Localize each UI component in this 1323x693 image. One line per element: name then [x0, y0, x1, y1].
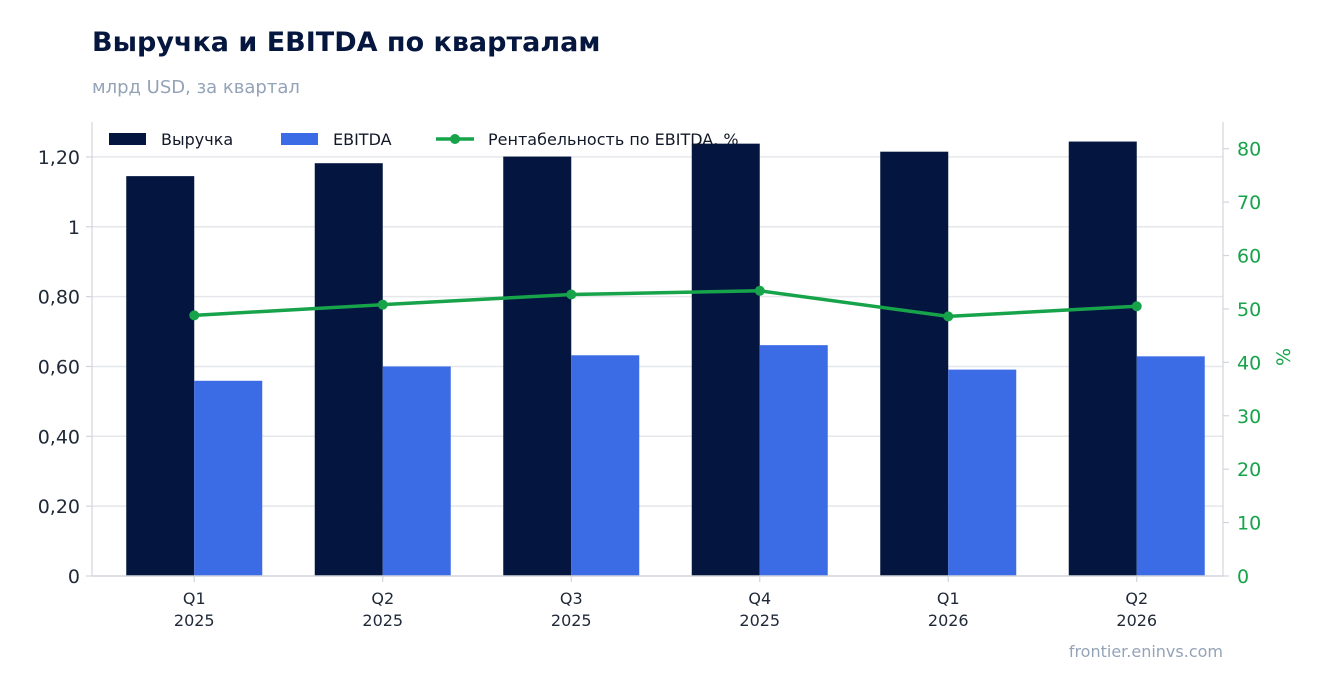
- x-tick-label-quarter: Q3: [560, 589, 583, 608]
- legend: Выручка EBITDA Рентабельность по EBITDA, %: [109, 130, 739, 149]
- revenue-bar: [691, 143, 760, 576]
- ebitda-bar: [1136, 356, 1205, 576]
- left-tick-label: 0: [68, 566, 80, 588]
- x-tick-label-year: 2025: [362, 611, 403, 630]
- revenue-bar: [880, 151, 949, 576]
- right-tick-label: 60: [1237, 246, 1261, 268]
- right-tick-label: 30: [1237, 406, 1261, 428]
- revenue-bar: [1068, 141, 1137, 576]
- margin-point: [189, 310, 200, 321]
- x-tick-label-quarter: Q2: [1125, 589, 1148, 608]
- x-tick-label-quarter: Q1: [937, 589, 960, 608]
- margin-point: [943, 311, 954, 322]
- chart-subtitle: млрд USD, за квартал: [92, 77, 300, 98]
- revenue-bar: [503, 156, 572, 576]
- ebitda-bar: [759, 345, 828, 576]
- source-credit: frontier.eninvs.com: [1068, 642, 1223, 661]
- legend-label-margin: Рентабельность по EBITDA, %: [488, 130, 739, 149]
- x-tick-label-year: 2025: [174, 611, 215, 630]
- bars: [126, 141, 1205, 576]
- right-tick-label: 40: [1237, 352, 1261, 374]
- right-tick-label: 80: [1237, 139, 1261, 161]
- margin-point: [1131, 301, 1142, 312]
- left-tick-label: 0,20: [38, 496, 80, 518]
- margin-series-line: [194, 289, 1137, 319]
- x-tick-label-year: 2026: [928, 611, 969, 630]
- right-tick-label: 10: [1237, 513, 1261, 535]
- left-tick-label: 1: [68, 217, 80, 239]
- revenue-bar: [314, 163, 383, 576]
- ebitda-bar: [382, 366, 451, 576]
- legend-label-ebitda: EBITDA: [333, 130, 392, 149]
- legend-marker-margin: [450, 134, 460, 144]
- x-tick-label-year: 2025: [551, 611, 592, 630]
- x-tick-label-year: 2025: [739, 611, 780, 630]
- left-tick-label: 0,60: [38, 356, 80, 378]
- right-tick-label: 0: [1237, 566, 1249, 588]
- legend-swatch-ebitda: [281, 133, 318, 145]
- margin-point: [377, 299, 388, 310]
- left-tick-label: 1,20: [38, 147, 80, 169]
- ebitda-bar: [194, 380, 263, 576]
- left-tick-label: 0,40: [38, 426, 80, 448]
- gridlines: [92, 156, 1223, 507]
- right-axis-label: %: [1273, 348, 1295, 366]
- x-tick-label-year: 2026: [1116, 611, 1157, 630]
- revenue-bar: [126, 176, 195, 576]
- left-tick-label: 0,80: [38, 287, 80, 309]
- legend-label-revenue: Выручка: [161, 130, 233, 149]
- right-tick-label: 50: [1237, 299, 1261, 321]
- x-tick-label-quarter: Q4: [748, 589, 771, 608]
- axes: 0 0,20 0,40 0,60 0,80 1 1,20 0 10 20 30 40 50 60 70 80%…: [38, 122, 1295, 630]
- margin-point: [754, 285, 765, 296]
- x-tick-label-quarter: Q2: [371, 589, 394, 608]
- right-tick-label: 20: [1237, 459, 1261, 481]
- right-tick-label: 70: [1237, 192, 1261, 214]
- margin-line: [189, 285, 1142, 322]
- ebitda-bar: [948, 369, 1017, 576]
- chart-title: Выручка и EBITDA по кварталам: [92, 27, 601, 58]
- x-tick-label-quarter: Q1: [183, 589, 206, 608]
- legend-swatch-revenue: [109, 133, 146, 145]
- margin-point: [566, 289, 577, 300]
- ebitda-bar: [571, 355, 640, 576]
